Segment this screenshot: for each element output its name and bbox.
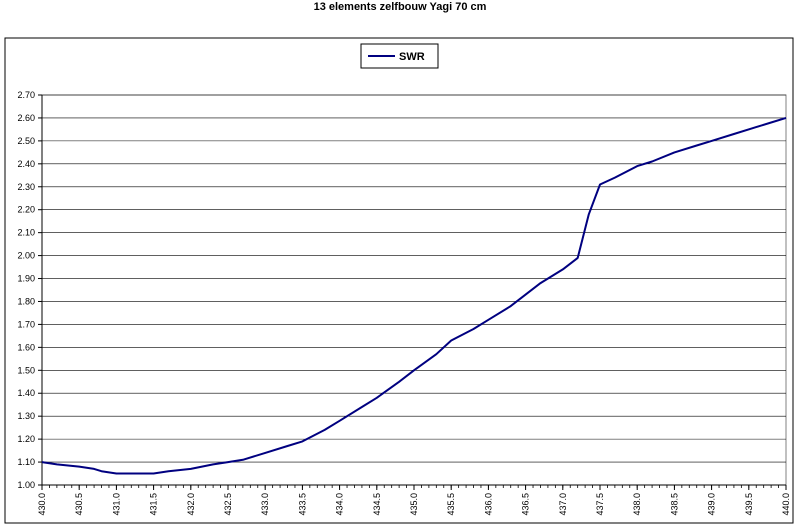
y-tick-label: 1.50 — [17, 365, 35, 375]
y-tick-label: 2.10 — [17, 228, 35, 238]
x-tick-label: 436.5 — [521, 493, 531, 516]
y-tick-label: 1.70 — [17, 319, 35, 329]
x-tick-label: 436.0 — [483, 493, 493, 516]
y-tick-label: 1.60 — [17, 342, 35, 352]
x-tick-label: 440.0 — [781, 493, 791, 516]
y-tick-label: 1.80 — [17, 296, 35, 306]
plot-area — [41, 94, 787, 486]
y-tick-label: 2.70 — [17, 90, 35, 100]
axes: 1.00 1.10 1.20 1.30 1.40 1.50 1.60 1.70 1.80 1.90… — [17, 90, 791, 516]
x-tick-label: 430.0 — [37, 493, 47, 516]
x-tick-label: 439.0 — [707, 493, 717, 516]
y-tick-label: 2.30 — [17, 182, 35, 192]
y-tick-label: 2.50 — [17, 136, 35, 146]
x-tick-label: 433.5 — [297, 493, 307, 516]
x-tick-label: 434.5 — [372, 493, 382, 516]
x-tick-label: 431.0 — [111, 493, 121, 516]
x-tick-label: 432.0 — [186, 493, 196, 516]
x-tick-label: 437.5 — [595, 493, 605, 516]
x-tick-label: 435.5 — [446, 493, 456, 516]
x-tick-label: 430.5 — [74, 493, 84, 516]
x-tick-label: 437.0 — [558, 493, 568, 516]
y-tick-label: 1.90 — [17, 274, 35, 284]
gridlines — [42, 94, 786, 463]
x-tick-label: 438.0 — [632, 493, 642, 516]
y-tick-label: 2.60 — [17, 113, 35, 123]
y-tick-label: 2.00 — [17, 251, 35, 261]
x-tick-label: 435.0 — [409, 493, 419, 516]
x-tick-label: 438.5 — [669, 493, 679, 516]
legend-label-swr: SWR — [399, 51, 425, 63]
y-tick-label: 1.10 — [17, 457, 35, 467]
y-tick-label: 1.20 — [17, 434, 35, 444]
y-tick-label: 2.40 — [17, 159, 35, 169]
y-tick-label: 2.20 — [17, 205, 35, 215]
x-tick-label: 432.5 — [223, 493, 233, 516]
series-line-swr — [41, 116, 787, 475]
x-tick-label: 439.5 — [744, 493, 754, 516]
legend: SWR — [360, 43, 439, 69]
x-tick-label: 431.5 — [149, 493, 159, 516]
x-tick-label: 433.0 — [260, 493, 270, 516]
chart-title: 13 elements zelfbouw Yagi 70 cm — [313, 1, 487, 13]
x-tick-label: 434.0 — [335, 493, 345, 516]
y-tick-label: 1.30 — [17, 411, 35, 421]
series-layer — [41, 116, 787, 475]
y-tick-label: 1.00 — [17, 480, 35, 490]
y-tick-label: 1.40 — [17, 388, 35, 398]
